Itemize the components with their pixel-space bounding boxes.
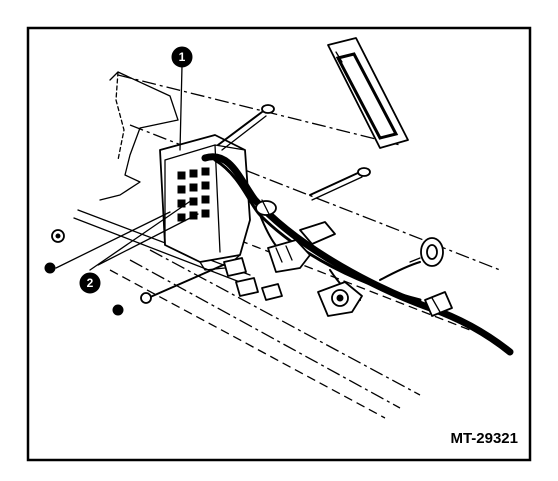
callout-2: 2 bbox=[79, 272, 101, 294]
cover-plate bbox=[327, 37, 409, 149]
nut-3 bbox=[112, 304, 124, 316]
figure-frame bbox=[26, 26, 532, 462]
connector-lower bbox=[317, 281, 363, 317]
nut-2 bbox=[44, 262, 56, 274]
sill-brackets bbox=[223, 257, 283, 301]
figure-id: MT-29321 bbox=[450, 430, 518, 447]
callout-2-label: 2 bbox=[87, 276, 94, 290]
callout-1-label: 1 bbox=[179, 50, 186, 64]
bolt-upper bbox=[217, 104, 275, 151]
fuse-cavities bbox=[177, 167, 210, 222]
connector-right bbox=[409, 237, 444, 267]
connector-upper bbox=[267, 221, 336, 273]
harness-clip bbox=[255, 199, 277, 217]
screw-lower bbox=[140, 261, 231, 304]
mounting-nuts bbox=[44, 229, 124, 316]
grommet bbox=[424, 291, 453, 317]
dash-panel-outline bbox=[99, 71, 179, 201]
bolt-middle bbox=[309, 167, 371, 201]
callout-leaders bbox=[55, 65, 199, 271]
nut-1-hole bbox=[55, 233, 61, 239]
callout-1: 1 bbox=[171, 46, 193, 68]
wiring-harness bbox=[201, 153, 514, 356]
